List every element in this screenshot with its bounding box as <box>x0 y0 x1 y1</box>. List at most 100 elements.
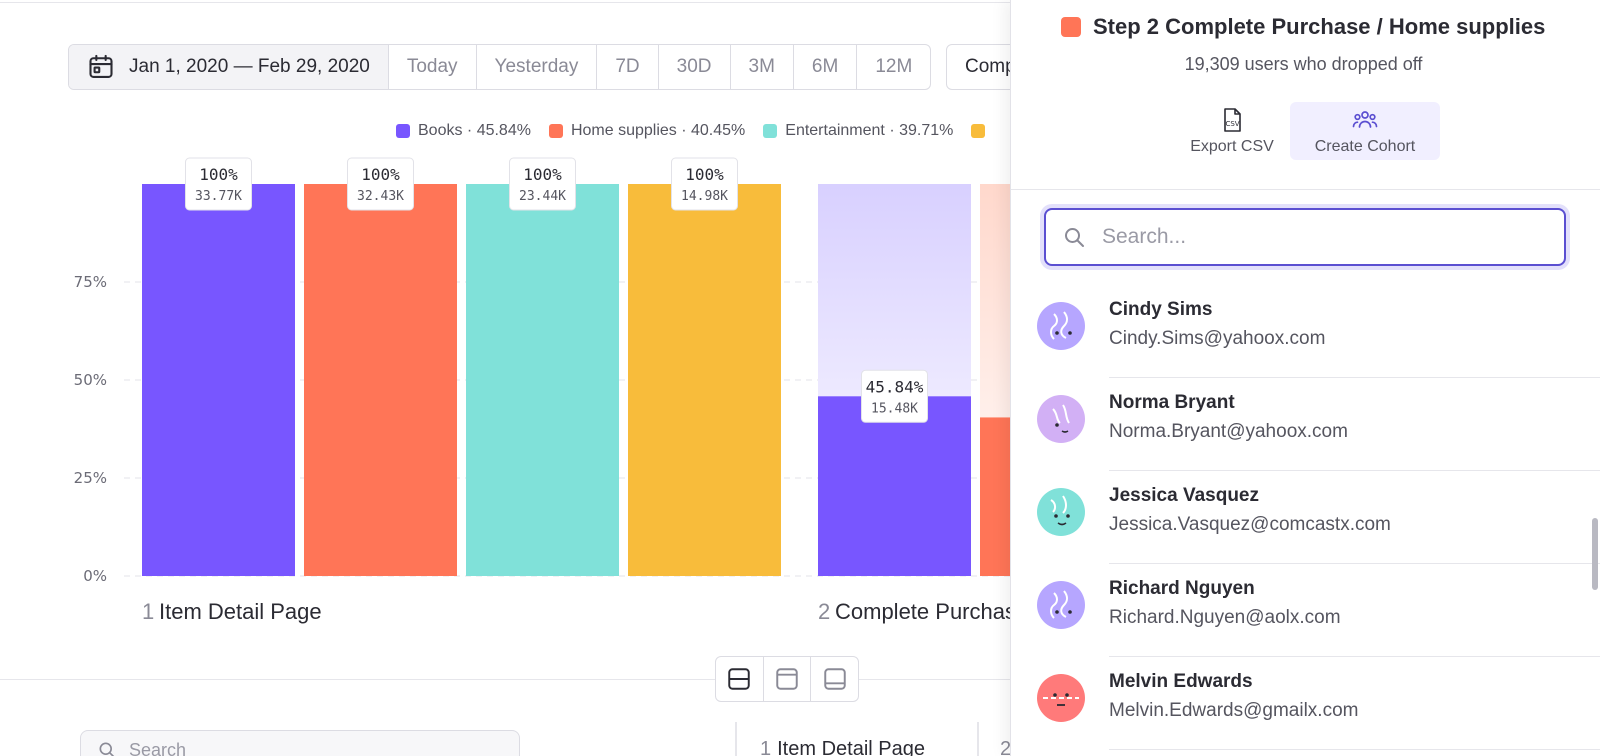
table-search-input[interactable] <box>129 739 489 756</box>
preset-30d[interactable]: 30D <box>659 45 731 89</box>
series-swatch <box>1061 17 1081 37</box>
user-name: Melvin Edwards <box>1109 671 1253 692</box>
data-label-percent: 100% <box>199 165 238 184</box>
top-view-icon <box>776 668 798 690</box>
user-row[interactable]: Cindy Sims Cindy.Sims@yahoox.com <box>1037 285 1600 378</box>
step-number: 2 <box>818 599 830 624</box>
date-toolbar: Jan 1, 2020 — Feb 29, 2020 Today Yesterd… <box>68 44 932 90</box>
column-divider <box>735 722 737 756</box>
bar-home-supplies-step-1 <box>304 184 457 576</box>
avatar <box>1037 302 1085 350</box>
user-row[interactable]: Jessica Vasquez Jessica.Vasquez@comcastx.… <box>1037 471 1600 564</box>
export-csv-button[interactable]: CSV Export CSV <box>1179 102 1285 160</box>
legend-swatch <box>971 124 986 138</box>
row-divider <box>1109 656 1600 657</box>
layout-split-button[interactable] <box>716 657 764 701</box>
legend-item-entertainment[interactable]: Entertainment · 39.71% <box>763 122 953 140</box>
data-label-percent: 100% <box>523 165 562 184</box>
table-column-step-2[interactable]: 2 <box>1000 738 1012 756</box>
y-tick-label: 25% <box>74 469 107 487</box>
avatar <box>1037 488 1085 536</box>
user-name: Richard Nguyen <box>1109 578 1255 599</box>
search-icon <box>99 742 115 756</box>
preset-3m[interactable]: 3M <box>731 45 794 89</box>
data-label-box <box>185 157 252 211</box>
preset-12m[interactable]: 12M <box>875 56 913 77</box>
data-label-count: 15.48K <box>871 401 918 416</box>
legend-item-fourth[interactable] <box>971 122 993 140</box>
calendar-icon <box>89 54 113 78</box>
data-label-percent: 100% <box>361 165 400 184</box>
data-label-count: 14.98K <box>681 189 728 204</box>
avatar <box>1037 581 1085 629</box>
legend-item-books[interactable]: Books · 45.84% <box>396 122 531 140</box>
chart-legend: Books · 45.84% Home supplies · 40.45% En… <box>396 122 993 140</box>
data-label-count: 23.44K <box>519 189 566 204</box>
user-email: Melvin.Edwards@gmailx.com <box>1109 700 1359 721</box>
avatar-face-icon <box>1050 590 1072 619</box>
avatar <box>1037 674 1085 722</box>
panel-title: Step 2 Complete Purchase / Home supplies <box>1061 14 1545 40</box>
data-label-count: 32.43K <box>357 189 404 204</box>
panel-subtitle: 19,309 users who dropped off <box>1184 54 1423 74</box>
table-column-step-1[interactable]: 1 Item Detail Page <box>760 738 925 756</box>
column-divider <box>977 722 979 756</box>
date-range-label: Jan 1, 2020 — Feb 29, 2020 <box>129 56 370 77</box>
user-row[interactable]: Richard Nguyen Richard.Nguyen@aolx.com <box>1037 564 1600 657</box>
bar-home-supplies-step-2 <box>980 417 1010 576</box>
data-label-percent: 45.84% <box>866 377 924 396</box>
preset-today[interactable]: Today <box>389 45 477 89</box>
row-divider <box>1109 377 1600 378</box>
preset-6m[interactable]: 6M <box>794 45 858 89</box>
user-search[interactable] <box>1044 208 1566 266</box>
user-email: Cindy.Sims@yahoox.com <box>1109 328 1326 349</box>
bar-books-step-2 <box>818 396 971 576</box>
top-divider <box>0 2 1010 3</box>
legend-swatch <box>763 124 778 138</box>
data-label-percent: 100% <box>685 165 724 184</box>
preset-7d[interactable]: 7D <box>597 45 659 89</box>
bar-series-4-step-1 <box>628 184 781 576</box>
legend-label: Books · 45.84% <box>418 122 531 139</box>
avatar-face-icon <box>1052 404 1070 433</box>
user-row[interactable]: Norma Bryant Norma.Bryant@yahoox.com <box>1037 378 1600 471</box>
panel-scrollbar[interactable] <box>1592 518 1598 590</box>
preset-yesterday[interactable]: Yesterday <box>477 45 598 89</box>
row-divider <box>1109 749 1600 750</box>
avatar-face-icon <box>1043 693 1079 706</box>
table-search[interactable] <box>80 730 520 756</box>
layout-bottom-button[interactable] <box>811 657 858 701</box>
dropoff-panel: Step 2 Complete Purchase / Home supplies… <box>1010 0 1600 756</box>
user-row[interactable]: Melvin Edwards Melvin.Edwards@gmailx.com <box>1037 657 1600 750</box>
data-label-box <box>861 369 928 423</box>
create-cohort-label: Create Cohort <box>1314 138 1416 155</box>
avatar <box>1037 395 1085 443</box>
layout-top-button[interactable] <box>764 657 812 701</box>
user-name: Jessica Vasquez <box>1109 485 1259 506</box>
svg-text:CSV: CSV <box>1225 120 1239 128</box>
data-label-box <box>347 157 414 211</box>
search-icon <box>1065 228 1084 247</box>
row-divider <box>1109 470 1600 471</box>
compare-label: Comp <box>965 56 1016 77</box>
legend-item-home-supplies[interactable]: Home supplies · 40.45% <box>548 122 746 140</box>
date-range-picker[interactable]: Jan 1, 2020 — Feb 29, 2020 <box>69 45 389 89</box>
users-group-icon <box>1352 111 1378 128</box>
data-label-box <box>671 157 738 211</box>
step-name: Complete Purchase <box>835 599 1010 624</box>
step-name: Item Detail Page <box>159 599 322 624</box>
y-tick-label: 75% <box>74 273 107 291</box>
legend-swatch <box>396 124 410 138</box>
avatar-face-icon <box>1050 495 1070 526</box>
user-email: Jessica.Vasquez@comcastx.com <box>1109 514 1391 535</box>
user-search-input[interactable] <box>1102 225 1542 249</box>
step-number: 1 <box>142 599 154 624</box>
funnel-chart: 0% 25% 50% 75% 100% 33.77K 100% 32.43K 100% 23.4… <box>74 157 1010 624</box>
legend-label: Home supplies · 40.45% <box>570 122 746 139</box>
y-tick-label: 50% <box>74 371 107 389</box>
user-email: Norma.Bryant@yahoox.com <box>1109 421 1348 442</box>
export-csv-label: Export CSV <box>1190 138 1274 155</box>
create-cohort-button[interactable]: Create Cohort <box>1290 102 1440 160</box>
avatar-face-icon <box>1050 311 1072 340</box>
